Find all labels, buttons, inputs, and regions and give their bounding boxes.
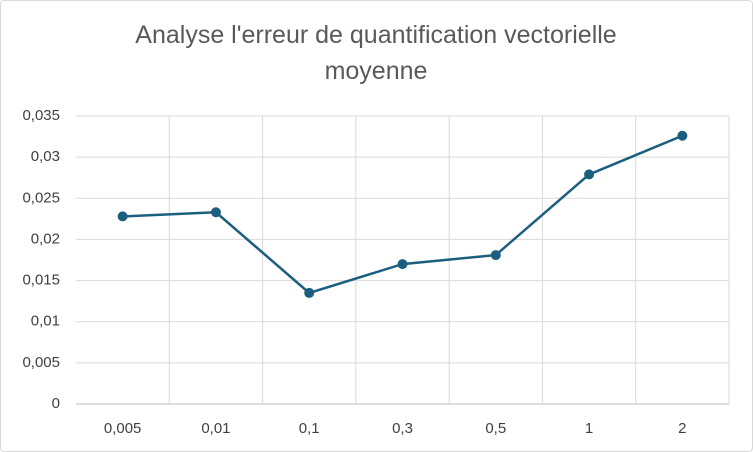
x-tick-label: 0,5 xyxy=(485,420,506,437)
data-point xyxy=(210,207,221,218)
data-point xyxy=(584,169,595,180)
y-tick-label: 0,005 xyxy=(22,354,60,371)
data-point xyxy=(117,211,128,222)
chart-title: Analyse l'erreur de quantification vecto… xyxy=(135,21,617,85)
y-tick-label: 0,015 xyxy=(22,272,60,289)
y-tick-label: 0,035 xyxy=(22,107,60,124)
y-tick-label: 0,025 xyxy=(22,189,60,206)
x-tick-label: 0,01 xyxy=(201,420,230,437)
x-tick-label: 1 xyxy=(585,420,593,437)
data-point xyxy=(677,130,688,141)
y-tick-label: 0,02 xyxy=(31,230,60,247)
y-tick-label: 0,01 xyxy=(31,313,60,330)
data-point xyxy=(490,250,501,261)
x-tick-label: 0,005 xyxy=(104,420,142,437)
series-line xyxy=(122,134,683,295)
x-tick-label: 0,3 xyxy=(392,420,413,437)
x-tick-label: 0,1 xyxy=(299,420,320,437)
y-tick-label: 0,03 xyxy=(31,148,60,165)
data-point xyxy=(397,259,408,270)
y-tick-label: 0 xyxy=(52,395,60,412)
data-point xyxy=(304,287,315,298)
x-tick-label: 2 xyxy=(678,420,686,437)
